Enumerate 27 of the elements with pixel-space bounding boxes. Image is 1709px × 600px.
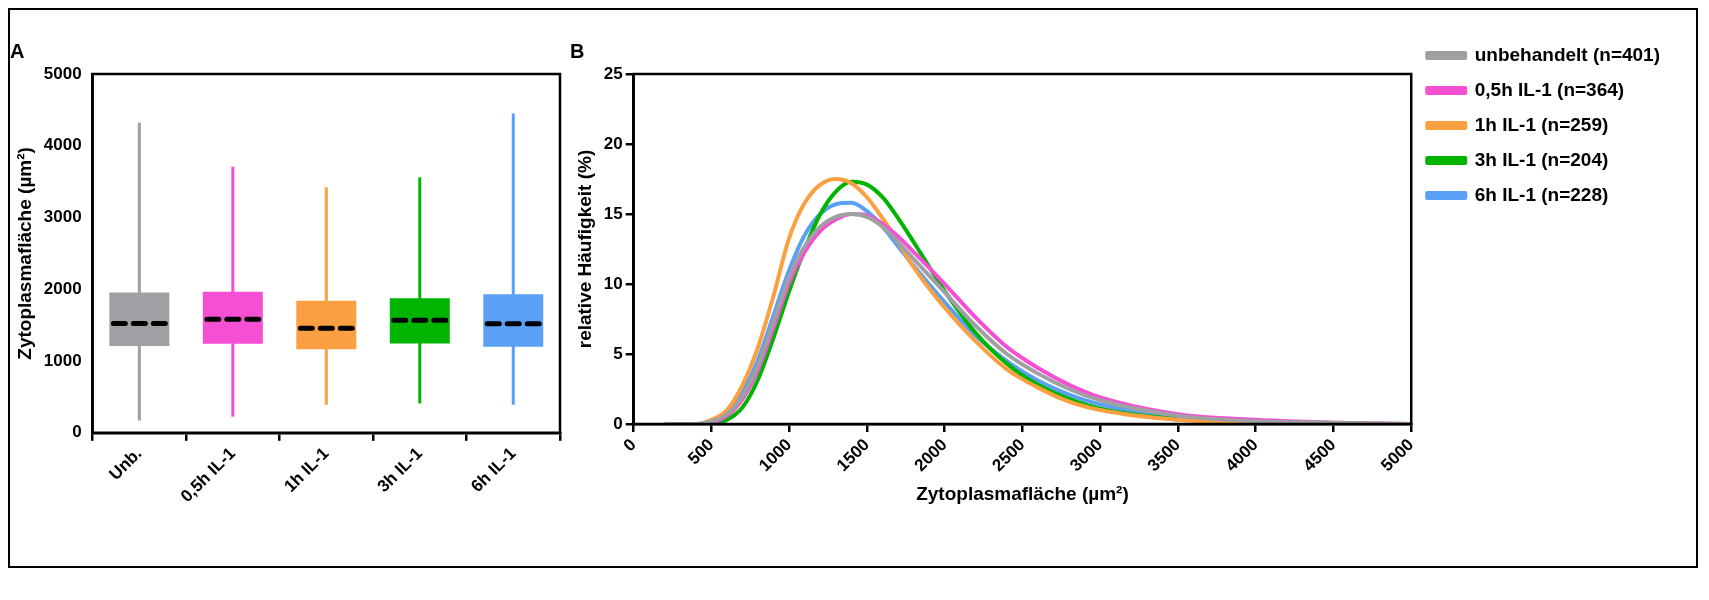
- y-tick-label: 15: [603, 203, 623, 223]
- y-tick-label: 5000: [43, 63, 82, 83]
- chart-title: B: [570, 39, 585, 62]
- x-tick-label: 500: [684, 434, 718, 469]
- x-tick-label: 0,5h IL-1: [176, 443, 239, 506]
- y-axis-title: Zytoplasmafläche (µm²): [13, 147, 35, 360]
- y-tick-label: 20: [603, 133, 623, 153]
- legend-label: 3h IL-1 (n=204): [1474, 148, 1609, 170]
- y-tick-label: 10: [603, 273, 623, 293]
- x-tick-label: 6h IL-1: [467, 443, 520, 496]
- chart-title: A: [10, 39, 25, 62]
- y-tick-label: 1000: [43, 350, 82, 370]
- legend-label: 1h IL-1 (n=259): [1474, 113, 1609, 135]
- x-tick-label: Unb.: [105, 443, 146, 484]
- y-tick-label: 2000: [43, 278, 82, 298]
- x-axis-title: Zytoplasmafläche (µm²): [916, 482, 1129, 504]
- y-tick-label: 25: [603, 63, 623, 83]
- y-axis-title: relative Häufigkeit (%): [573, 149, 595, 349]
- x-tick-label: 3h IL-1: [373, 443, 426, 496]
- legend-label: unbehandelt (n=401): [1474, 43, 1660, 65]
- y-tick-label: 3000: [43, 207, 82, 227]
- y-tick-label: 0: [613, 413, 623, 433]
- legend-label: 0,5h IL-1 (n=364): [1474, 78, 1625, 100]
- x-tick-label: 1h IL-1: [280, 443, 333, 496]
- y-tick-label: 5: [613, 343, 623, 363]
- legend-label: 6h IL-1 (n=228): [1474, 183, 1609, 205]
- y-tick-label: 4000: [43, 135, 82, 155]
